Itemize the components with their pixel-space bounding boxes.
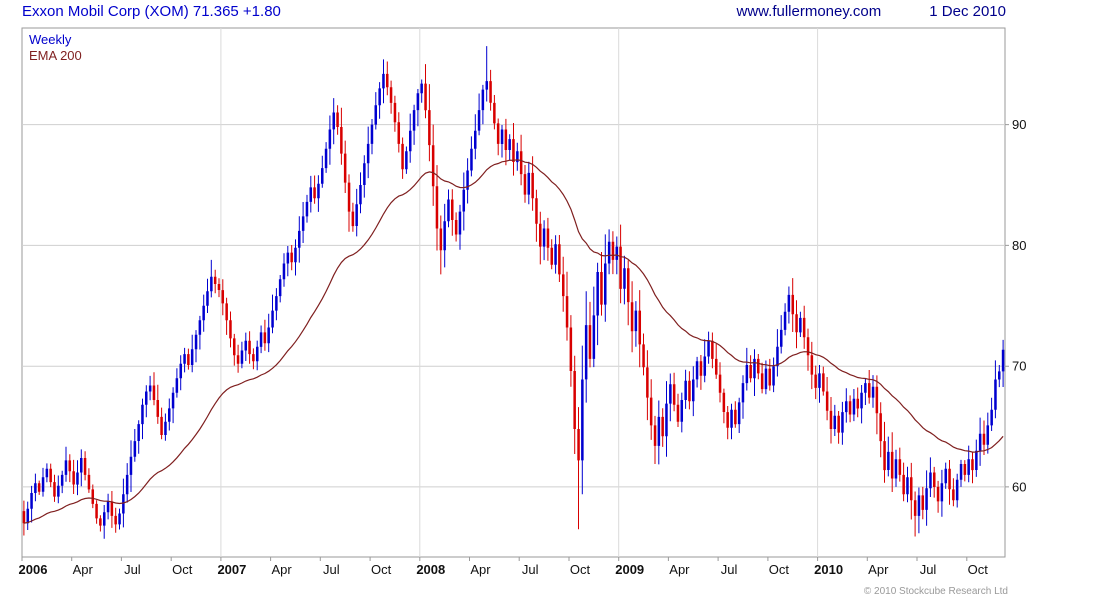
horizontal-gridlines xyxy=(22,124,1005,488)
copyright-notice: © 2010 Stockcube Research Ltd xyxy=(863,586,1008,597)
x-axis-label: 2006 xyxy=(19,562,48,577)
chart-legend: Weekly EMA 200 xyxy=(29,32,82,64)
x-axis-label: 2007 xyxy=(217,562,246,577)
chart-date: 1 Dec 2010 xyxy=(929,3,1006,20)
x-axis-label: Jul xyxy=(721,562,738,577)
website-link[interactable]: www.fullermoney.com xyxy=(736,3,882,20)
x-axis-label: Jul xyxy=(522,562,539,577)
plot-border xyxy=(21,27,1006,558)
y-axis-label: 80 xyxy=(1012,238,1026,253)
axis-ticks xyxy=(21,124,1009,561)
chart-title: Exxon Mobil Corp (XOM) 71.365 +1.80 xyxy=(22,3,281,20)
x-axis-label: Jul xyxy=(124,562,141,577)
x-axis-label: 2008 xyxy=(416,562,445,577)
x-axis-label: Oct xyxy=(769,562,790,577)
x-axis-label: Apr xyxy=(470,562,491,577)
x-axis-label: Jul xyxy=(323,562,340,577)
down-candle-bodies xyxy=(22,73,986,526)
x-axis-label: 2009 xyxy=(615,562,644,577)
ema-line xyxy=(23,159,1004,524)
x-axis-label: Jul xyxy=(920,562,937,577)
header-right: www.fullermoney.com 1 Dec 2010 xyxy=(737,3,1007,21)
x-axis-label: Oct xyxy=(172,562,193,577)
x-axis-label: Oct xyxy=(968,562,989,577)
up-candle-bodies xyxy=(26,73,1005,526)
y-axis-label: 60 xyxy=(1012,479,1026,494)
legend-ema-label: EMA 200 xyxy=(29,48,82,63)
x-axis-label: Oct xyxy=(371,562,392,577)
vertical-gridlines xyxy=(220,28,819,557)
x-axis-label: Apr xyxy=(271,562,292,577)
x-axis-label: 2010 xyxy=(814,562,843,577)
x-axis-label: Oct xyxy=(570,562,591,577)
y-axis-label: 70 xyxy=(1012,359,1026,374)
x-axis-label: Apr xyxy=(868,562,889,577)
x-axis-label: Apr xyxy=(669,562,690,577)
y-axis-label: 90 xyxy=(1012,117,1026,132)
x-axis-label: Apr xyxy=(73,562,94,577)
header: Exxon Mobil Corp (XOM) 71.365 +1.80 www.… xyxy=(22,3,1006,21)
legend-weekly-label: Weekly xyxy=(29,32,72,47)
